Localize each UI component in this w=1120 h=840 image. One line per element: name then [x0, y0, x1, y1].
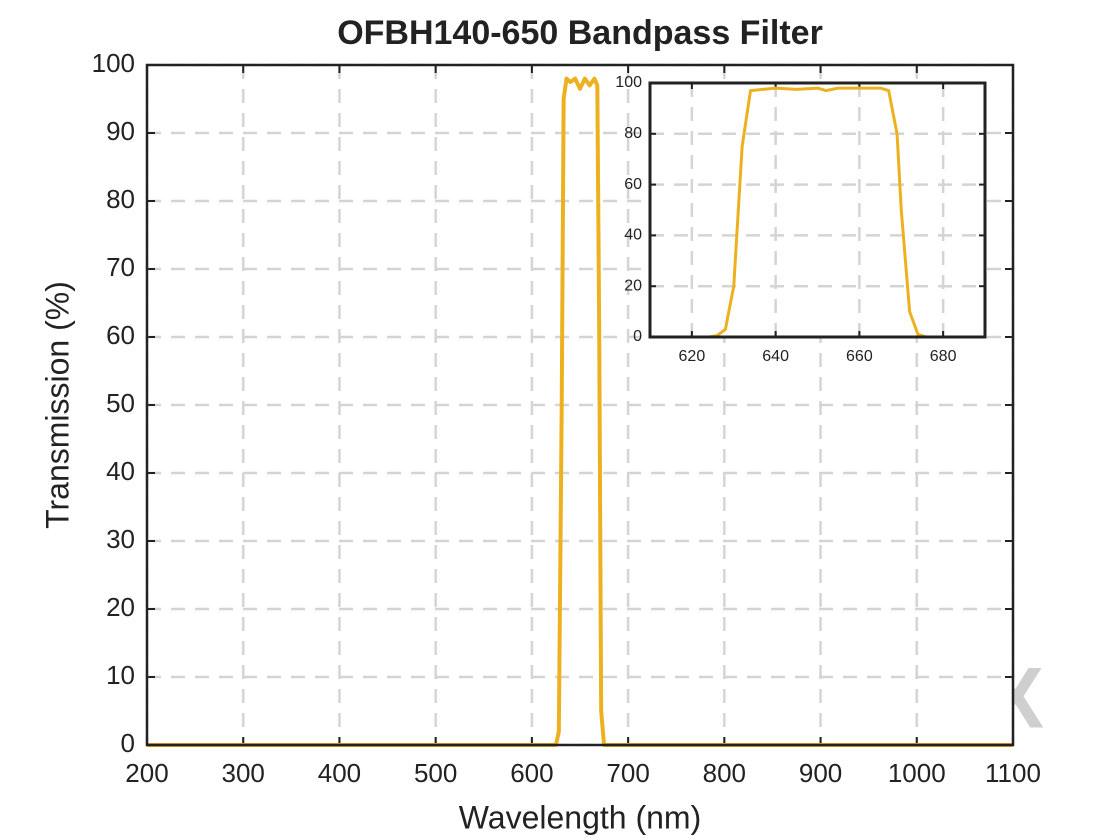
y-tick-label: 20: [106, 592, 135, 622]
x-tick-label: 200: [125, 758, 168, 788]
x-tick-label: 1100: [985, 758, 1041, 788]
x-tick-label: 1000: [888, 758, 946, 788]
y-tick-label: 90: [106, 116, 135, 146]
plot-area: [650, 83, 985, 337]
x-tick-label: 800: [703, 758, 746, 788]
y-tick-label: 20: [624, 277, 642, 294]
y-tick-label: 100: [615, 74, 642, 91]
y-tick-label: 60: [106, 320, 135, 350]
y-tick-label: 60: [624, 176, 642, 193]
data-line: [147, 76, 1013, 747]
x-tick-label: 640: [762, 348, 789, 365]
y-tick-label: 40: [624, 227, 642, 244]
axes-box: [648, 81, 987, 339]
y-tick-label: 80: [106, 184, 135, 214]
y-tick-label: 50: [106, 388, 135, 418]
x-tick-label: 620: [679, 348, 706, 365]
y-tick-label: 10: [106, 660, 135, 690]
x-tick-label: 600: [510, 758, 553, 788]
x-axis-label: Wavelength (nm): [459, 799, 701, 835]
y-tick-label: 40: [106, 456, 135, 486]
y-tick-label: 100: [92, 48, 135, 78]
data-line: [650, 86, 985, 339]
y-tick-label: 80: [624, 125, 642, 142]
x-tick-label: 900: [799, 758, 842, 788]
y-tick-label: 0: [121, 728, 135, 758]
chart-title: OFBH140-650 Bandpass Filter: [337, 14, 823, 52]
axes-box: [145, 63, 1015, 747]
y-tick-label: 30: [106, 524, 135, 554]
y-axis-label: Transmission (%): [39, 281, 75, 529]
y-tick-label: 70: [106, 252, 135, 282]
x-tick-label: 660: [846, 348, 873, 365]
x-tick-label: 300: [222, 758, 265, 788]
x-tick-label: 500: [414, 758, 457, 788]
x-tick-label: 400: [318, 758, 361, 788]
x-tick-label: 680: [930, 348, 957, 365]
x-tick-label: 700: [606, 758, 649, 788]
y-tick-label: 0: [633, 328, 642, 345]
